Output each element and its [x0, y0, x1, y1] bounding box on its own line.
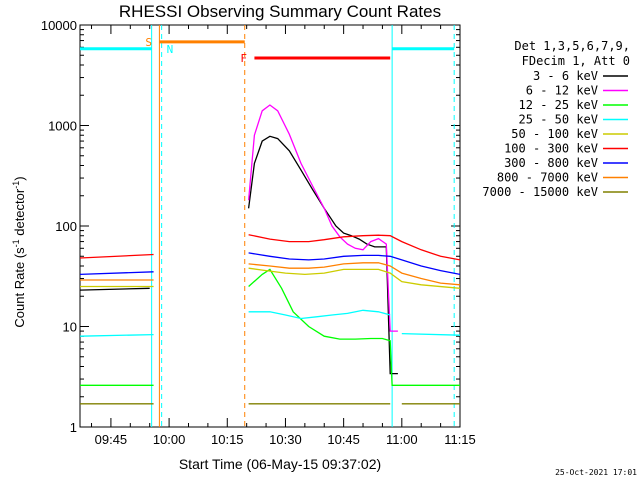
y-axis-label-end: )	[12, 176, 27, 180]
x-tick-label: 09:45	[95, 432, 128, 447]
series-line-3	[80, 268, 460, 386]
legend-label: 25 - 50 keV	[519, 113, 598, 127]
plot-area: 1 10 100 1000 10000 09:45 10:00 10:15 10:30 10:45…	[41, 18, 476, 447]
y-axis-label-sup2: -1	[11, 181, 21, 189]
legend-header-line-2: FDecim 1, Att 0	[522, 54, 630, 68]
y-axis-label: Count Rate (s-1 detector-1)	[11, 176, 27, 327]
series-line-5	[80, 267, 461, 289]
y-axis-label-mid: detector	[12, 188, 27, 239]
series-line-7	[79, 252, 461, 276]
x-tick-label: 10:45	[327, 432, 360, 447]
legend-label: 50 - 100 keV	[511, 127, 598, 141]
series-line-4	[79, 309, 461, 337]
y-tick-label: 10000	[41, 18, 77, 33]
y-tick-label: 100	[55, 219, 77, 234]
series-line-6	[79, 234, 461, 261]
x-tick-label: 10:30	[269, 432, 302, 447]
y-tick-label: 1	[70, 420, 77, 435]
legend-label: 800 - 7000 keV	[497, 171, 598, 185]
legend-label: 3 - 6 keV	[533, 69, 598, 83]
marker-label-f: F	[240, 52, 247, 65]
series-line-2	[247, 104, 398, 332]
legend-header-line-1: Det 1,3,5,6,7,9,	[514, 39, 630, 53]
legend-label: 6 - 12 keV	[526, 84, 598, 98]
x-tick-label: 10:00	[153, 432, 186, 447]
y-tick-label: 1000	[48, 119, 77, 134]
x-tick-label: 11:15	[444, 432, 476, 447]
y-axis-label-main: Count Rate (s	[12, 247, 27, 328]
legend-label: 300 - 800 keV	[504, 156, 598, 170]
y-axis-label-sup1: -1	[11, 239, 21, 247]
chart-title: RHESSI Observing Summary Count Rates	[119, 2, 441, 21]
x-axis-label: Start Time (06-May-15 09:37:02)	[179, 456, 381, 472]
marker-label-s: S	[145, 36, 152, 49]
y-tick-label: 10	[63, 320, 77, 335]
night-label: N	[167, 43, 174, 56]
legend-label: 7000 - 15000 keV	[482, 185, 598, 199]
legend-label: 12 - 25 keV	[519, 98, 598, 112]
x-tick-label: 10:15	[211, 432, 244, 447]
legend-label: 100 - 300 keV	[504, 142, 598, 156]
series-line-1	[79, 135, 398, 375]
footer-date: 25-Oct-2021 17:01	[555, 468, 637, 477]
x-tick-label: 11:00	[386, 432, 418, 447]
series-line-8	[80, 262, 461, 286]
